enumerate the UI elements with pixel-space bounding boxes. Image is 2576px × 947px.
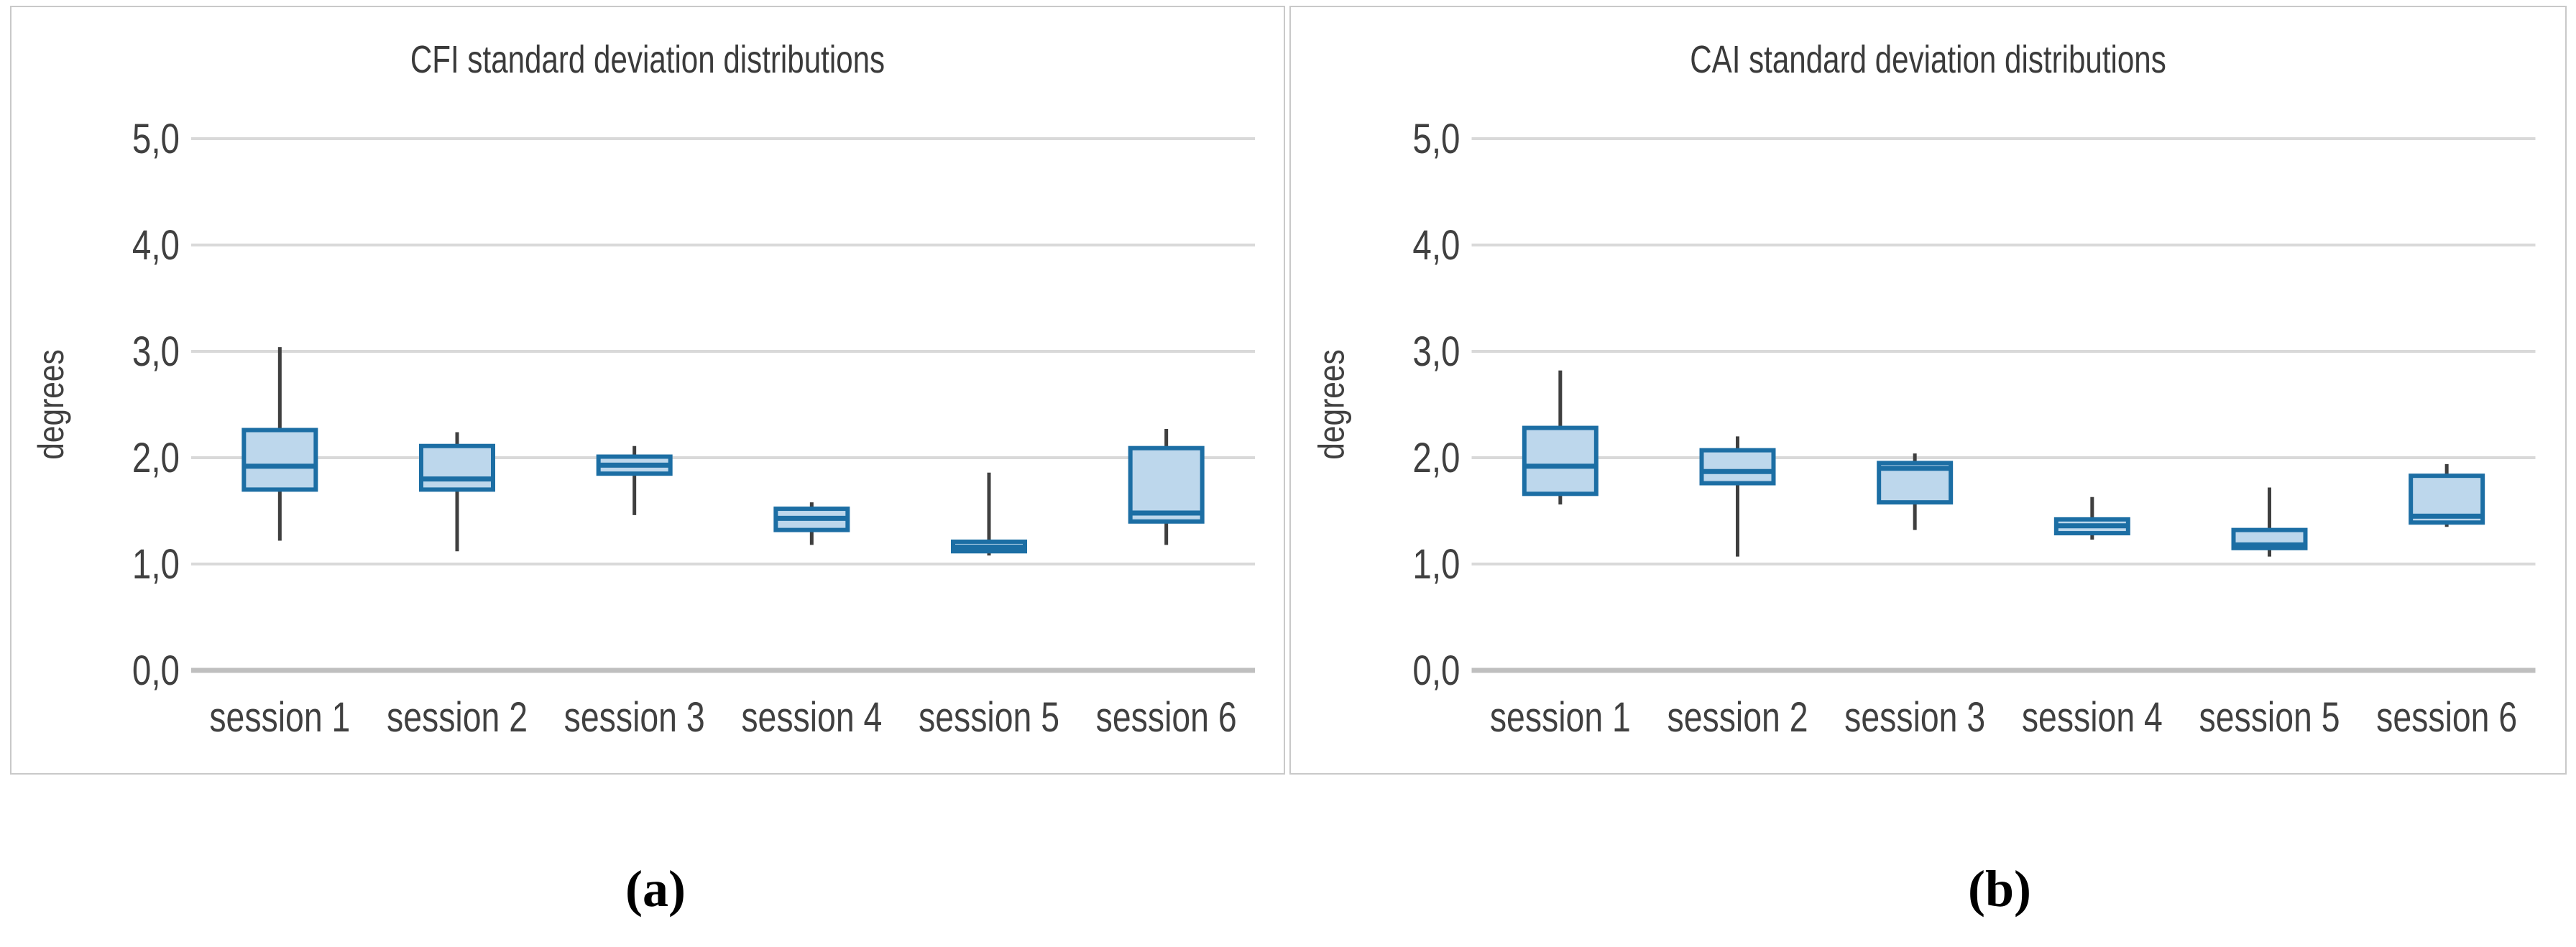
chart-panel-a: CFI standard deviation distributions 0,0… xyxy=(10,6,1285,775)
y-tick-label: 4,0 xyxy=(1412,223,1460,269)
y-axis-title: degrees xyxy=(31,349,71,460)
y-tick-label: 5,0 xyxy=(132,116,180,163)
y-tick-label: 3,0 xyxy=(1412,329,1460,376)
x-category-label: session 2 xyxy=(387,694,528,741)
y-tick-label: 4,0 xyxy=(132,223,180,269)
chart-panel-b: CAI standard deviation distributions 0,0… xyxy=(1289,6,2567,775)
box xyxy=(1128,445,1205,524)
panel-caption-a: (a) xyxy=(625,860,686,918)
x-category-label: session 4 xyxy=(2022,694,2163,741)
panel-caption-b: (b) xyxy=(1968,860,2031,918)
x-category-label: session 4 xyxy=(741,694,882,741)
x-category-label: session 6 xyxy=(2376,694,2517,741)
box xyxy=(242,428,318,492)
x-category-label: session 6 xyxy=(1096,694,1237,741)
y-tick-label: 0,0 xyxy=(132,648,180,695)
box xyxy=(419,443,495,492)
y-tick-label: 2,0 xyxy=(1412,435,1460,482)
x-category-label: session 5 xyxy=(2199,694,2340,741)
y-tick-label: 0,0 xyxy=(1412,648,1460,695)
box xyxy=(1699,448,1776,486)
y-tick-label: 2,0 xyxy=(132,435,180,482)
y-tick-label: 5,0 xyxy=(1412,116,1460,163)
x-category-label: session 2 xyxy=(1667,694,1808,741)
y-tick-label: 1,0 xyxy=(132,542,180,588)
chart-title-cai: CAI standard deviation distributions xyxy=(1690,38,2166,81)
boxplot-svg-cfi: 0,0 1,0 2,0 3,0 4,0 5,0 degrees session 1 sessio… xyxy=(31,116,1255,741)
y-axis-title: degrees xyxy=(1311,349,1351,460)
x-category-label: session 1 xyxy=(1490,694,1631,741)
y-tick-label: 3,0 xyxy=(132,329,180,376)
x-category-label: session 3 xyxy=(1844,694,1985,741)
x-category-label: session 5 xyxy=(919,694,1059,741)
y-tick-label: 1,0 xyxy=(1412,542,1460,588)
chart-title-cfi: CFI standard deviation distributions xyxy=(410,38,886,81)
x-category-label: session 3 xyxy=(564,694,705,741)
x-category-label: session 1 xyxy=(209,694,350,741)
box xyxy=(1522,425,1598,496)
boxplot-svg-cai: 0,0 1,0 2,0 3,0 4,0 5,0 degrees session 1 sessio… xyxy=(1311,116,2536,741)
